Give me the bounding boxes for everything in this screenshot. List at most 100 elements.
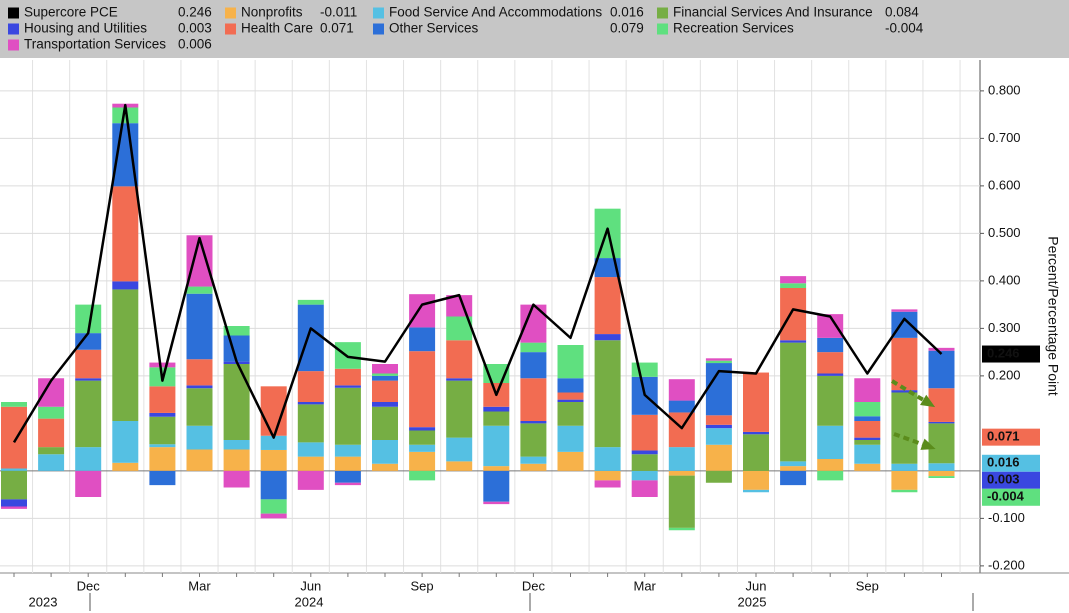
bar-segment <box>38 447 65 455</box>
bar-segment <box>780 461 807 467</box>
bar-segment <box>928 347 955 351</box>
bar-segment <box>372 380 398 402</box>
bar-segment <box>1 468 27 471</box>
bar-segment <box>483 501 510 505</box>
bar-segment <box>928 463 955 471</box>
legend-label: Food Service And Accommodations <box>389 5 602 20</box>
bar-segment <box>75 447 102 471</box>
bar-segment <box>520 423 547 457</box>
legend-label: Other Services <box>389 21 479 36</box>
bar-segment <box>891 470 918 490</box>
bar-segment <box>297 371 324 402</box>
bar-segment <box>446 380 473 438</box>
bar-segment <box>112 289 139 421</box>
y-axis-label: Percent/Percentage Point <box>1045 236 1061 396</box>
legend-value: -0.004 <box>885 21 924 36</box>
x-tick-label: Sep <box>411 578 434 593</box>
bar-segment <box>112 421 139 463</box>
y-tick-label: -0.200 <box>988 557 1025 572</box>
bar-segment <box>705 424 732 429</box>
axis-tag-label: 0.071 <box>987 429 1020 444</box>
bar-segment <box>260 449 287 471</box>
y-tick-label: 0.300 <box>988 320 1021 335</box>
bar-segment <box>928 421 955 424</box>
bar-segment <box>483 425 510 467</box>
bar-segment <box>223 449 250 471</box>
bar-segment <box>334 444 361 457</box>
bar-segment <box>557 425 584 452</box>
bar-segment <box>260 513 287 519</box>
bar-segment <box>594 480 621 488</box>
bar-segment <box>1 470 27 500</box>
x-tick-label: Mar <box>634 578 657 593</box>
bar-segment <box>928 476 955 478</box>
x-tick-label: Mar <box>188 578 211 593</box>
bar-segment <box>780 276 807 284</box>
bar-segment <box>817 314 844 338</box>
bar-segment <box>297 404 324 443</box>
bar-segment <box>186 385 213 389</box>
bar-segment <box>334 482 361 486</box>
bar-segment <box>297 470 324 490</box>
bar-segment <box>75 470 102 497</box>
legend-swatch <box>225 23 236 35</box>
bar-segment <box>149 416 176 445</box>
axis-tag-label: -0.004 <box>987 489 1025 504</box>
bar-segment <box>260 470 287 500</box>
bar-segment <box>817 470 844 481</box>
bar-segment <box>668 447 695 471</box>
legend-swatch <box>373 7 384 19</box>
bar-segment <box>223 470 250 488</box>
bar-segment <box>557 392 584 400</box>
bar-segment <box>631 454 658 471</box>
bar-segment <box>186 286 213 294</box>
bar-segment <box>1 406 27 469</box>
bar-segment <box>557 345 584 379</box>
bar-segment <box>854 463 881 471</box>
line-series <box>12 103 943 444</box>
bar-segment <box>260 499 287 514</box>
legend-value: 0.246 <box>178 5 212 20</box>
bar-segment <box>557 399 584 402</box>
bar-segment <box>483 466 510 471</box>
bar-segment <box>149 447 176 471</box>
legend-value: 0.084 <box>885 5 919 20</box>
bar-segment <box>186 449 213 471</box>
y-tick-label: 0.600 <box>988 177 1021 192</box>
bar-segment <box>780 466 807 471</box>
bar-segment <box>743 470 769 490</box>
y-tick-label: 0.200 <box>988 367 1021 382</box>
bar-segment <box>780 340 807 343</box>
bar-segment <box>817 337 844 353</box>
bar-segment <box>334 470 361 483</box>
bar-segment <box>520 378 547 421</box>
legend-label: Transportation Services <box>24 37 166 52</box>
x-tick-label: Dec <box>77 578 101 593</box>
bar-segment <box>149 386 176 413</box>
bar-segment <box>520 352 547 379</box>
bar-segment <box>112 107 139 124</box>
bar-segment <box>520 456 547 464</box>
bar-segment <box>372 375 398 381</box>
bar-segment <box>631 470 658 481</box>
year-label: 2025 <box>738 594 767 609</box>
legend-value: 0.006 <box>178 37 212 52</box>
axis-tag <box>982 345 1040 363</box>
bar-segment <box>149 412 176 417</box>
bar-segment <box>75 378 102 381</box>
bar-segment <box>928 470 955 477</box>
legend-label: Financial Services And Insurance <box>673 5 873 20</box>
bar-segment <box>483 470 510 502</box>
bar-segment <box>854 416 881 421</box>
year-label: 2023 <box>29 594 58 609</box>
bar-segment <box>372 373 398 376</box>
bar-segment <box>483 411 510 426</box>
bar-segment <box>891 392 918 464</box>
bar-segment <box>186 235 213 287</box>
bar-segment <box>223 364 250 440</box>
bar-segment <box>260 435 287 450</box>
bar-segment <box>334 387 361 445</box>
x-tick-label: Dec <box>522 578 546 593</box>
bar-segment <box>854 378 881 402</box>
